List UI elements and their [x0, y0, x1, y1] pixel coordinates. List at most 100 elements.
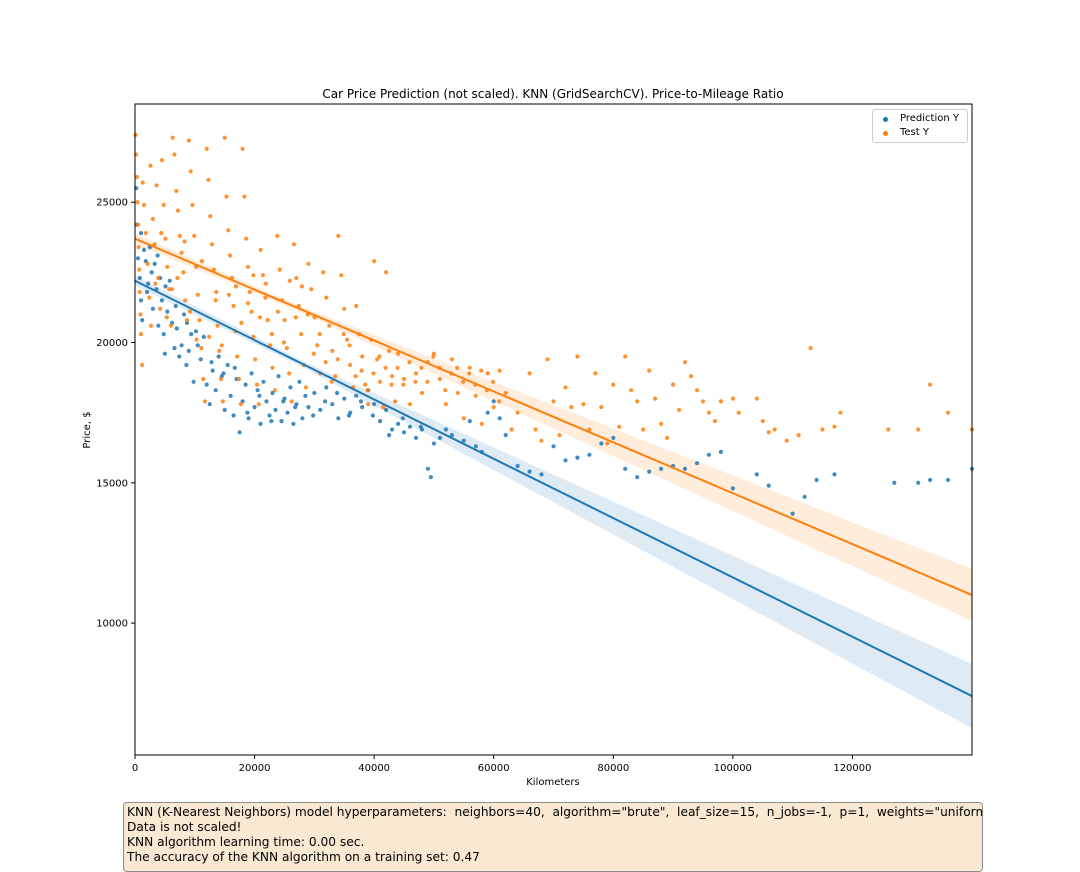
chart-title: Car Price Prediction (not scaled). KNN (…	[322, 87, 783, 101]
point-prediction	[401, 430, 407, 435]
point-test	[515, 410, 520, 415]
point-prediction	[323, 399, 328, 404]
point-test	[557, 433, 562, 438]
point-prediction	[342, 396, 347, 401]
info-line-accuracy: The accuracy of the KNN algorithm on a t…	[127, 850, 480, 864]
info-line-scaling: Data is not scaled!	[127, 820, 242, 834]
point-prediction	[563, 458, 568, 463]
point-prediction	[144, 289, 150, 295]
point-prediction	[155, 253, 160, 258]
point-test	[163, 236, 168, 241]
point-test	[336, 233, 341, 238]
point-test	[694, 388, 700, 393]
point-prediction	[418, 424, 423, 429]
point-prediction	[279, 419, 284, 424]
y-tick-label: 20000	[96, 338, 128, 349]
point-test	[134, 174, 139, 180]
point-prediction	[246, 416, 251, 421]
point-test	[256, 402, 261, 407]
point-test	[718, 399, 724, 404]
point-test	[211, 267, 216, 272]
point-test	[599, 405, 604, 410]
y-tick-label: 15000	[96, 478, 128, 489]
point-test	[375, 357, 380, 362]
point-prediction	[387, 433, 392, 438]
confidence-bands	[135, 233, 972, 729]
point-test	[245, 264, 251, 269]
point-prediction	[228, 393, 233, 398]
point-test	[165, 264, 170, 269]
point-test	[509, 427, 514, 432]
point-test	[275, 233, 280, 238]
point-prediction	[270, 390, 275, 396]
point-test	[539, 438, 544, 443]
plot-frame	[134, 103, 973, 756]
point-test	[293, 315, 298, 320]
point-test	[497, 399, 502, 404]
point-test	[928, 382, 933, 387]
point-prediction	[150, 306, 155, 311]
point-prediction	[682, 466, 688, 471]
point-prediction	[269, 419, 274, 424]
point-prediction	[204, 382, 209, 387]
x-axis-label: Kilometers	[526, 777, 580, 788]
point-test	[593, 371, 598, 376]
point-prediction	[252, 405, 257, 410]
point-test	[437, 376, 442, 382]
point-test	[377, 354, 382, 359]
point-test	[175, 208, 181, 213]
y-tick-label: 10000	[96, 619, 128, 630]
point-prediction	[281, 399, 286, 404]
point-prediction	[407, 424, 413, 429]
point-prediction	[156, 323, 161, 328]
point-prediction	[346, 413, 352, 418]
point-test	[407, 360, 412, 365]
point-prediction	[400, 416, 405, 421]
point-prediction	[184, 362, 189, 368]
point-test	[137, 289, 142, 295]
point-prediction	[467, 419, 472, 424]
legend-label-test: Test Y	[900, 127, 929, 138]
regression-line-test	[134, 237, 973, 596]
point-test	[263, 281, 268, 286]
legend-label-prediction: Prediction Y	[900, 113, 959, 124]
point-prediction	[173, 303, 178, 309]
point-test	[712, 419, 718, 424]
point-prediction	[599, 441, 604, 446]
point-test	[140, 180, 145, 185]
point-prediction	[372, 402, 377, 407]
point-test	[136, 245, 141, 250]
point-prediction	[318, 407, 323, 412]
point-test	[287, 371, 292, 376]
point-test	[345, 337, 350, 342]
legend-item-prediction: Prediction Y	[883, 112, 959, 126]
point-prediction	[473, 444, 478, 449]
point-test	[177, 233, 182, 238]
point-test	[455, 390, 460, 396]
point-prediction	[293, 405, 298, 410]
point-test	[238, 402, 243, 407]
point-test	[156, 275, 161, 281]
point-test	[706, 410, 712, 415]
point-prediction	[285, 410, 290, 415]
point-test	[174, 188, 179, 194]
point-test	[183, 298, 188, 303]
point-prediction	[237, 430, 242, 435]
point-prediction	[249, 371, 254, 376]
point-test	[281, 340, 286, 345]
point-test	[247, 289, 252, 295]
point-test	[393, 399, 398, 404]
point-test	[784, 438, 789, 443]
point-test	[272, 388, 277, 393]
point-prediction	[413, 435, 419, 440]
point-prediction	[378, 419, 383, 424]
point-prediction	[706, 452, 712, 457]
point-test	[641, 427, 646, 432]
point-test	[760, 419, 765, 424]
point-test	[214, 289, 219, 295]
point-test	[581, 402, 586, 407]
point-test	[161, 202, 166, 208]
point-prediction	[152, 261, 157, 266]
point-test	[213, 298, 218, 303]
point-test	[527, 371, 532, 376]
